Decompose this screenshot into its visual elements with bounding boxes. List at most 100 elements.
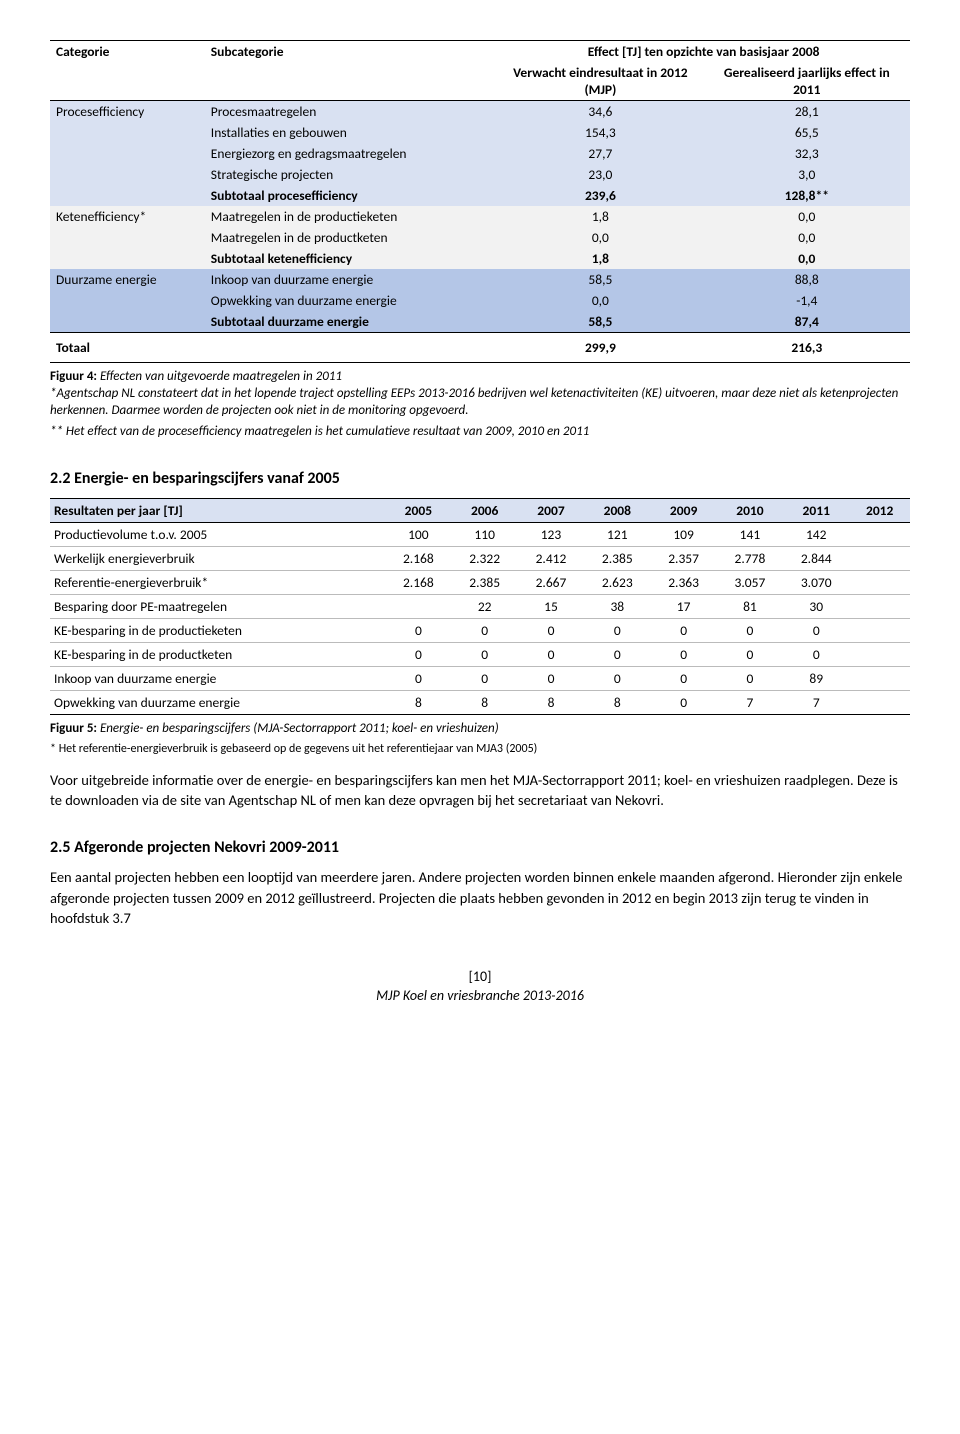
value-realised: 32,3 <box>704 143 910 164</box>
page-footer: MJP Koel en vriesbranche 2013-2016 <box>50 987 910 1004</box>
col-subcat: Subcategorie <box>205 41 497 63</box>
row-label-cell: KE-besparing in de productketen <box>50 642 385 666</box>
category-cell <box>50 290 205 311</box>
value-cell: 38 <box>584 594 650 618</box>
value-expected: 23,0 <box>497 164 703 185</box>
value-cell: 2.623 <box>584 570 650 594</box>
value-cell: 100 <box>385 522 451 546</box>
value-cell: 0 <box>783 642 849 666</box>
subcategory-cell: Installaties en gebouwen <box>205 122 497 143</box>
value-cell: 121 <box>584 522 650 546</box>
row-label-cell: Opwekking van duurzame energie <box>50 690 385 714</box>
value-cell: 8 <box>385 690 451 714</box>
value-cell: 0 <box>452 666 518 690</box>
year-col: 2010 <box>717 498 783 522</box>
category-cell <box>50 143 205 164</box>
value-realised: 65,5 <box>704 122 910 143</box>
value-cell <box>849 690 910 714</box>
value-cell: 2.385 <box>584 546 650 570</box>
value-cell <box>849 522 910 546</box>
value-cell <box>849 546 910 570</box>
value-cell: 123 <box>518 522 584 546</box>
value-cell: 0 <box>717 666 783 690</box>
table-row: Referentie-energieverbruik*2.1682.3852.6… <box>50 570 910 594</box>
value-cell: 0 <box>518 618 584 642</box>
value-cell: 89 <box>783 666 849 690</box>
value-cell: 0 <box>584 666 650 690</box>
value-expected: 1,8 <box>497 206 703 227</box>
value-cell: 0 <box>650 666 716 690</box>
year-col: 2007 <box>518 498 584 522</box>
value-expected: 58,5 <box>497 311 703 333</box>
value-cell: 2.778 <box>717 546 783 570</box>
total-v1: 299,9 <box>497 333 703 363</box>
results-per-year-table: Resultaten per jaar [TJ]2005200620072008… <box>50 498 910 715</box>
value-cell: 0 <box>783 618 849 642</box>
subcategory-cell: Strategische projecten <box>205 164 497 185</box>
table-row: Installaties en gebouwen154,365,5 <box>50 122 910 143</box>
value-cell: 0 <box>518 666 584 690</box>
table-row: KE-besparing in de productieketen0000000 <box>50 618 910 642</box>
value-cell: 8 <box>518 690 584 714</box>
category-cell: Procesefficiency <box>50 101 205 123</box>
value-cell: 15 <box>518 594 584 618</box>
figure4-caption: Figuur 4: Effecten van uitgevoerde maatr… <box>50 369 910 384</box>
table-row: Strategische projecten23,03,0 <box>50 164 910 185</box>
value-cell: 8 <box>452 690 518 714</box>
value-cell: 2.412 <box>518 546 584 570</box>
value-expected: 239,6 <box>497 185 703 206</box>
value-cell: 0 <box>385 666 451 690</box>
value-realised: 0,0 <box>704 227 910 248</box>
value-cell: 2.667 <box>518 570 584 594</box>
value-cell: 0 <box>518 642 584 666</box>
row-label-cell: Besparing door PE-maatregelen <box>50 594 385 618</box>
value-cell: 7 <box>783 690 849 714</box>
value-cell: 109 <box>650 522 716 546</box>
table-row: Energiezorg en gedragsmaatregelen27,732,… <box>50 143 910 164</box>
table-row: Besparing door PE-maatregelen22153817813… <box>50 594 910 618</box>
year-col: 2005 <box>385 498 451 522</box>
table-row: Productievolume t.o.v. 20051001101231211… <box>50 522 910 546</box>
year-col: 2012 <box>849 498 910 522</box>
table-row: Maatregelen in de productketen0,00,0 <box>50 227 910 248</box>
value-realised: 128,8** <box>704 185 910 206</box>
value-cell: 2.357 <box>650 546 716 570</box>
value-realised: 0,0 <box>704 248 910 269</box>
footnote-star: *Agentschap NL constateert dat in het lo… <box>50 386 910 420</box>
footnote-reference: * Het referentie-energieverbruik is geba… <box>50 742 910 756</box>
subcategory-cell: Procesmaatregelen <box>205 101 497 123</box>
table-row: Subtotaal ketenefficiency1,80,0 <box>50 248 910 269</box>
value-realised: -1,4 <box>704 290 910 311</box>
value-cell: 0 <box>385 618 451 642</box>
category-cell <box>50 227 205 248</box>
effects-table: Categorie Subcategorie Effect [TJ] ten o… <box>50 40 910 363</box>
value-realised: 28,1 <box>704 101 910 123</box>
value-cell: 81 <box>717 594 783 618</box>
value-cell: 2.844 <box>783 546 849 570</box>
table-row: Opwekking van duurzame energie0,0-1,4 <box>50 290 910 311</box>
col-effect: Effect [TJ] ten opzichte van basisjaar 2… <box>497 41 910 63</box>
value-expected: 58,5 <box>497 269 703 290</box>
subcategory-cell: Opwekking van duurzame energie <box>205 290 497 311</box>
col-cat: Categorie <box>50 41 205 63</box>
year-col: 2011 <box>783 498 849 522</box>
category-cell: Duurzame energie <box>50 269 205 290</box>
category-cell <box>50 185 205 206</box>
category-cell: Ketenefficiency* <box>50 206 205 227</box>
value-realised: 3,0 <box>704 164 910 185</box>
value-cell: 0 <box>452 642 518 666</box>
page-number: [10] <box>50 968 910 985</box>
figure5-caption: Figuur 5: Energie- en besparingscijfers … <box>50 721 910 736</box>
table-row: Inkoop van duurzame energie00000089 <box>50 666 910 690</box>
value-expected: 27,7 <box>497 143 703 164</box>
table-row: Subtotaal procesefficiency239,6128,8** <box>50 185 910 206</box>
value-realised: 0,0 <box>704 206 910 227</box>
value-cell: 2.168 <box>385 546 451 570</box>
value-cell: 142 <box>783 522 849 546</box>
value-cell: 22 <box>452 594 518 618</box>
value-expected: 154,3 <box>497 122 703 143</box>
value-cell: 0 <box>717 642 783 666</box>
subcategory-cell: Inkoop van duurzame energie <box>205 269 497 290</box>
table-row: Ketenefficiency*Maatregelen in de produc… <box>50 206 910 227</box>
table-row: Opwekking van duurzame energie8888077 <box>50 690 910 714</box>
